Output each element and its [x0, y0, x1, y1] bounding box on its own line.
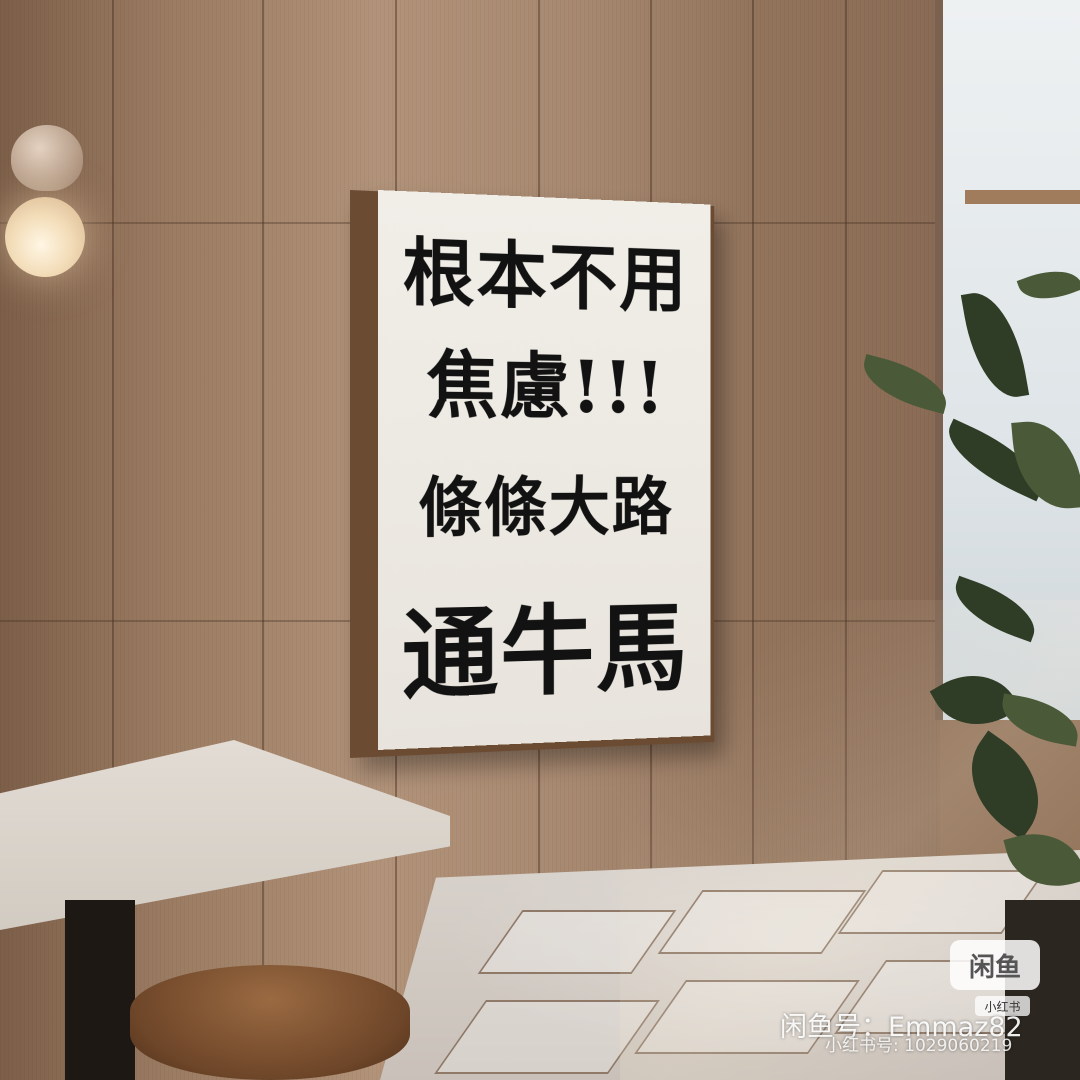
lamp-cap — [11, 125, 83, 191]
calligraphy-line-3: 條條大路 — [378, 455, 710, 551]
window-shelf — [965, 190, 1080, 204]
plant-leaf — [948, 731, 1062, 840]
tile-seam — [262, 0, 264, 1080]
calligraphy-line-2: 焦慮!!! — [378, 325, 710, 434]
table-leg — [65, 900, 135, 1080]
plant-leaf — [857, 354, 954, 414]
calligraphy-line-1: 根本不用 — [378, 212, 710, 327]
wooden-stool — [130, 965, 410, 1080]
lamp-globe — [5, 197, 85, 277]
plant-leaf — [1011, 417, 1080, 512]
plant-leaf — [946, 576, 1044, 642]
plant-leaf — [961, 286, 1029, 403]
xianyu-watermark-logo: 闲鱼 — [950, 940, 1040, 990]
wall-lamp — [5, 125, 85, 280]
calligraphy-canvas: 根本不用 焦慮!!! 條條大路 通牛馬 — [378, 190, 710, 750]
plant-pot — [1005, 900, 1080, 1080]
calligraphy-line-4: 通牛馬 — [378, 570, 710, 720]
plant-leaf — [997, 693, 1080, 746]
xiaohongshu-id-watermark: 小红书号: 1029060219 — [825, 1031, 1012, 1056]
